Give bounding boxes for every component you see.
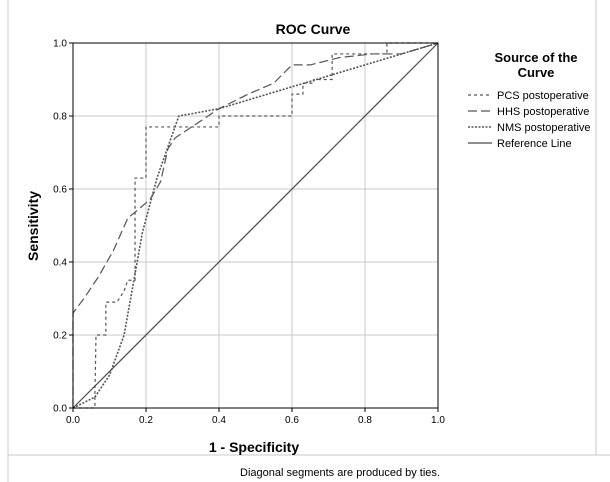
y-tick-label: 0.0 xyxy=(53,404,67,415)
x-axis-title: 1 - Specificity xyxy=(209,439,299,455)
x-tick-label: 1.0 xyxy=(431,415,445,426)
x-tick-label: 0.6 xyxy=(285,415,299,426)
legend-title-line1: Source of the xyxy=(494,50,577,65)
y-tick-label: 1.0 xyxy=(53,39,67,50)
legend-label: PCS postoperative xyxy=(497,90,589,102)
plot-area: 0.0 0.2 0.4 0.6 0.8 1.0 0.0 0.2 0.4 0.6 0.8 1.0 xyxy=(53,39,445,427)
series-line-pcs-postoperative xyxy=(73,42,438,409)
footnote: Diagonal segments are produced by ties. xyxy=(240,467,440,479)
legend-label: NMS postoperative xyxy=(497,122,591,134)
y-axis-title: Sensitivity xyxy=(25,191,41,261)
legend-label: HHS postoperative xyxy=(497,106,589,118)
legend-label: Reference Line xyxy=(497,138,572,150)
series-line-nms-postoperative xyxy=(72,42,439,409)
x-tick-label: 0.0 xyxy=(66,415,80,426)
series-line-reference-line xyxy=(72,42,439,409)
plot-border xyxy=(72,42,439,409)
y-tick-label: 0.4 xyxy=(53,258,67,269)
legend-title-line2: Curve xyxy=(518,65,555,80)
chart-title: ROC Curve xyxy=(276,21,351,37)
series-line-hhs-postoperative xyxy=(72,42,439,408)
y-tick-label: 0.2 xyxy=(53,331,67,342)
x-tick-label: 0.4 xyxy=(212,415,226,426)
y-tick-label: 0.8 xyxy=(53,112,67,123)
x-tick-label: 0.2 xyxy=(139,415,153,426)
x-tick-label: 0.8 xyxy=(358,415,372,426)
y-tick-label: 0.6 xyxy=(53,185,67,196)
